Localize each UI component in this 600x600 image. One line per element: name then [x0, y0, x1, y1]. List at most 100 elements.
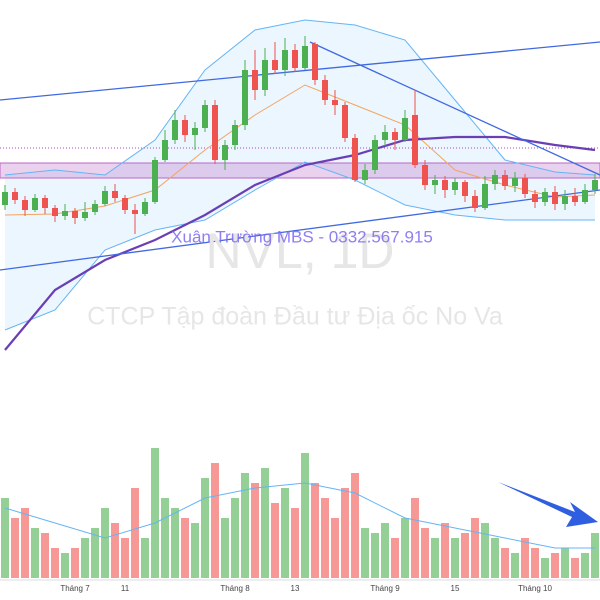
volume-bar	[61, 553, 69, 578]
band-fill	[5, 20, 595, 330]
volume-bar	[401, 518, 409, 578]
candle-body	[492, 175, 498, 184]
candle-body	[582, 190, 588, 202]
candle-body	[242, 70, 248, 125]
x-tick-label: Tháng 7	[60, 584, 90, 593]
trendline	[0, 41, 600, 101]
candle-body	[232, 125, 238, 145]
volume-bar	[451, 538, 459, 578]
candle-body	[282, 50, 288, 70]
candle-body	[432, 180, 438, 185]
candle-body	[62, 211, 68, 216]
x-tick-label: 11	[121, 584, 130, 593]
volume-bar	[421, 528, 429, 578]
arrow	[498, 482, 598, 527]
volume-bar	[151, 448, 159, 578]
candle-body	[302, 46, 308, 68]
volume-bar	[551, 553, 559, 578]
volume-bar	[221, 518, 229, 578]
volume-bar	[541, 558, 549, 578]
volume-bar	[121, 538, 129, 578]
volume-bar	[1, 498, 9, 578]
volume-bar	[391, 538, 399, 578]
candle-body	[212, 105, 218, 160]
volume-bar	[241, 473, 249, 578]
candle-body	[572, 196, 578, 202]
volume-bar	[91, 528, 99, 578]
volume-bar	[431, 538, 439, 578]
candle-body	[252, 70, 258, 90]
candle-body	[112, 191, 118, 198]
overlay-line	[4, 161, 595, 331]
candle-body	[472, 196, 478, 208]
candle-body	[202, 105, 208, 128]
candle-body	[102, 191, 108, 204]
volume-bar	[271, 503, 279, 578]
candle-body	[262, 60, 268, 90]
volume-bar	[561, 548, 569, 578]
background-layer	[0, 19, 600, 578]
candle-body	[162, 140, 168, 160]
x-tick-label: 15	[451, 584, 460, 593]
candle-body	[552, 192, 558, 204]
candle-body	[12, 192, 18, 200]
volume-bar	[191, 523, 199, 578]
volume-bar	[311, 483, 319, 578]
volume-bar	[131, 488, 139, 578]
candle-body	[542, 192, 548, 202]
volume-bar	[501, 548, 509, 578]
x-tick-label: Tháng 8	[220, 584, 250, 593]
candle-body	[52, 208, 58, 216]
candle-body	[2, 192, 8, 205]
candle-body	[172, 120, 178, 140]
volume-bar	[181, 518, 189, 578]
trendline	[0, 189, 600, 271]
volume-bar	[111, 523, 119, 578]
volume-bar	[571, 558, 579, 578]
candle-body	[32, 198, 38, 210]
candle-body	[122, 198, 128, 210]
volume-bar	[101, 508, 109, 578]
volume-bar	[371, 533, 379, 578]
candle-body	[382, 132, 388, 140]
volume-bar	[201, 478, 209, 578]
overlay-line	[4, 135, 596, 351]
trendline	[309, 41, 600, 176]
volume-bar	[341, 488, 349, 578]
x-tick-label: Tháng 10	[518, 584, 552, 593]
candle-body	[592, 180, 598, 190]
watermark-company: CTCP Tập đoàn Đầu tư Địa ốc No Va	[87, 303, 503, 331]
candle-body	[152, 160, 158, 202]
volume-bar	[211, 463, 219, 578]
volume-bar	[331, 518, 339, 578]
candle-body	[192, 128, 198, 135]
candle-body	[92, 204, 98, 212]
volume-bar	[301, 453, 309, 578]
volume-bar	[231, 498, 239, 578]
volume-bar	[21, 508, 29, 578]
candle-body	[482, 184, 488, 208]
candle-body	[312, 44, 318, 80]
candle-body	[372, 140, 378, 170]
volume-bar	[291, 508, 299, 578]
watermark-symbol: NVL, 1D	[206, 223, 395, 279]
candle-body	[292, 50, 298, 68]
x-tick-label: 13	[291, 584, 300, 593]
volume-ma	[4, 482, 595, 549]
zone	[0, 162, 600, 179]
candle-body	[402, 118, 408, 140]
candle-body	[132, 210, 138, 214]
candle-body	[362, 170, 368, 180]
candle-body	[502, 175, 508, 186]
volume-bar	[531, 548, 539, 578]
volume-bar	[491, 538, 499, 578]
volume-bar	[71, 548, 79, 578]
volume-bar	[41, 533, 49, 578]
volume-bar	[251, 483, 259, 578]
volume-bar	[581, 553, 589, 578]
candle-body	[462, 182, 468, 196]
candle-body	[452, 182, 458, 190]
volume-bar	[171, 508, 179, 578]
volume-bar	[351, 473, 359, 578]
candle-body	[72, 211, 78, 218]
